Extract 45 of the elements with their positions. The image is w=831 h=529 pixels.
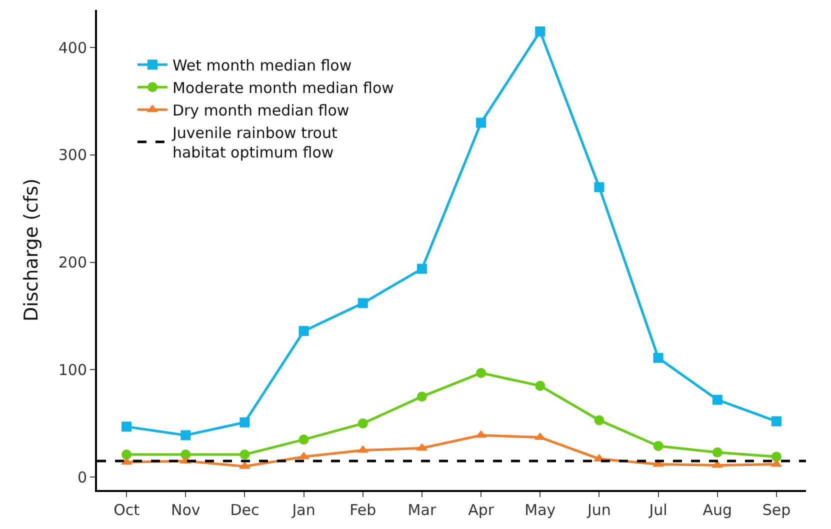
- legend-label: Juvenile rainbow trout habitat optimum flow: [171, 124, 338, 162]
- point: [180, 430, 191, 440]
- y-axis-title: Discharge (cfs): [20, 178, 43, 322]
- point: [594, 182, 604, 192]
- point: [476, 368, 486, 378]
- x-tick-label: Feb: [350, 501, 376, 519]
- x-tick-label: Jul: [648, 501, 668, 519]
- point: [358, 298, 368, 308]
- point: [122, 450, 132, 460]
- point: [240, 417, 250, 428]
- point: [476, 118, 486, 128]
- point: [712, 447, 722, 458]
- point: [298, 326, 309, 336]
- point: [653, 440, 664, 451]
- legend-label: Moderate month median flow: [172, 79, 394, 97]
- x-tick-label: Mar: [408, 501, 437, 519]
- point: [298, 434, 309, 445]
- point: [771, 416, 782, 426]
- x-tick-label: Sep: [762, 501, 791, 519]
- point: [653, 352, 664, 363]
- x-tick-label: Jan: [291, 501, 316, 519]
- point: [358, 418, 368, 428]
- y-tick-label: 300: [58, 146, 87, 164]
- y-tick-label: 100: [58, 360, 87, 379]
- x-tick-label: Dec: [230, 501, 260, 519]
- x-tick-label: Nov: [170, 501, 200, 519]
- x-tick-label: Apr: [468, 501, 495, 519]
- point: [535, 26, 546, 36]
- x-tick-label: Jun: [586, 501, 611, 519]
- x-tick-label: Oct: [114, 501, 140, 519]
- x-tick-label: May: [524, 501, 556, 519]
- point: [594, 415, 604, 426]
- point: [771, 452, 782, 462]
- point: [416, 264, 427, 274]
- point: [535, 380, 546, 391]
- point: [416, 392, 427, 402]
- x-tick-label: Aug: [702, 501, 732, 519]
- y-tick-label: 400: [58, 38, 87, 57]
- point: [712, 394, 722, 405]
- y-tick-label: 0: [77, 468, 87, 486]
- legend-label: Wet month median flow: [172, 56, 352, 74]
- point: [122, 422, 132, 432]
- legend-label: Dry month median flow: [172, 102, 350, 120]
- point: [240, 450, 250, 460]
- y-tick-label: 200: [58, 254, 87, 272]
